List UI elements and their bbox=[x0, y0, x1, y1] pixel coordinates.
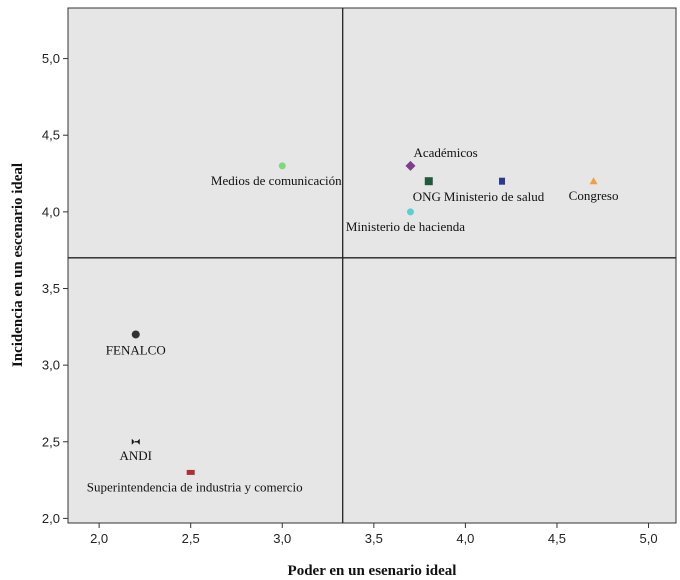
data-point bbox=[131, 330, 140, 339]
data-point-label: Ministerio de salud bbox=[444, 189, 545, 204]
data-point-label: Medios de comunicación bbox=[211, 173, 342, 188]
y-tick-label: 2,5 bbox=[42, 434, 60, 449]
y-axis-ticks: 2,0 2,5 3,0 3,5 4,0 4,5 5,0 bbox=[42, 51, 68, 526]
x-tick-label: 4,0 bbox=[456, 531, 474, 546]
x-axis-title: Poder en un esenario ideal bbox=[288, 563, 457, 579]
y-tick-label: 3,5 bbox=[42, 281, 60, 296]
data-point bbox=[424, 177, 433, 186]
data-point bbox=[499, 177, 506, 185]
y-tick-label: 3,0 bbox=[42, 358, 60, 373]
data-point-label: ANDI bbox=[120, 448, 153, 463]
data-point bbox=[406, 208, 414, 216]
x-tick-label: 2,5 bbox=[182, 531, 200, 546]
data-point-labels: Académicos ONG Ministerio de salud Congreso… bbox=[87, 145, 619, 495]
y-tick-label: 2,0 bbox=[42, 511, 60, 526]
data-point bbox=[186, 469, 195, 475]
x-axis-ticks: 2,0 2,5 3,0 3,5 4,0 4,5 5,0 bbox=[90, 523, 658, 546]
data-point-label: Ministerio de hacienda bbox=[346, 219, 465, 234]
data-point bbox=[405, 160, 416, 171]
x-tick-label: 2,0 bbox=[90, 531, 108, 546]
y-axis-title: Incidencia en un escenario ideal bbox=[10, 163, 26, 367]
plot-area bbox=[67, 7, 677, 524]
x-tick-label: 5,0 bbox=[639, 531, 657, 546]
data-point-label: Superintendencia de industria y comercio bbox=[87, 479, 303, 494]
data-point bbox=[589, 177, 598, 185]
x-tick-label: 3,5 bbox=[365, 531, 383, 546]
y-tick-label: 4,0 bbox=[42, 204, 60, 219]
data-point-label: Académicos bbox=[413, 145, 477, 160]
x-tick-label: 4,5 bbox=[548, 531, 566, 546]
data-point bbox=[131, 438, 140, 445]
y-tick-label: 5,0 bbox=[42, 51, 60, 66]
data-points bbox=[131, 160, 598, 475]
y-tick-label: 4,5 bbox=[42, 128, 60, 143]
x-tick-label: 3,0 bbox=[273, 531, 291, 546]
reference-lines bbox=[68, 8, 676, 523]
data-point-label: ONG bbox=[413, 189, 441, 204]
data-point-label: Congreso bbox=[569, 188, 619, 203]
data-point-label: FENALCO bbox=[106, 342, 166, 357]
data-point bbox=[278, 162, 286, 170]
